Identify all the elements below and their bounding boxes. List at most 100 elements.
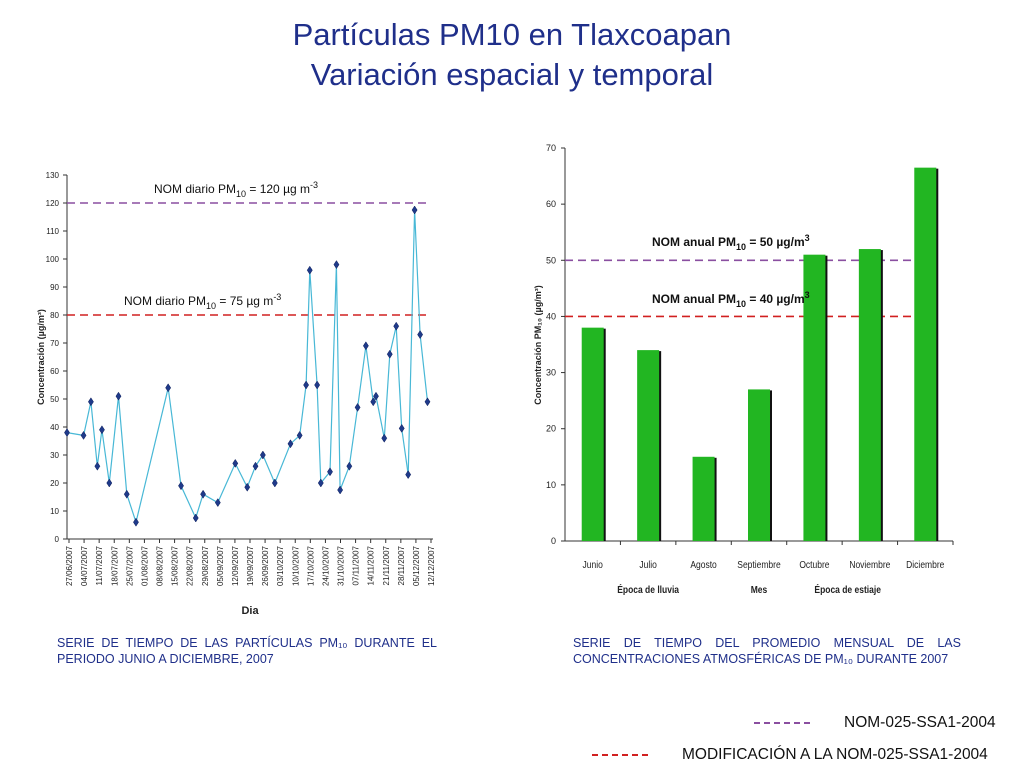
line-chart-y-tick-label: 40 — [50, 423, 59, 432]
daily-data-point — [317, 478, 324, 488]
line-chart-y-tick-label: 20 — [50, 479, 59, 488]
bar-chart-category-label: Julio — [639, 559, 656, 570]
daily-data-point — [333, 260, 340, 270]
bar-chart-y-tick-label: 70 — [546, 143, 556, 153]
bar-chart-group-label: Mes — [751, 584, 768, 595]
line-chart-x-tick-label: 14/11/2007 — [367, 545, 376, 585]
line-chart-y-tick-label: 70 — [50, 339, 59, 348]
bar-chart-y-tick-label: 30 — [546, 368, 556, 378]
daily-data-point — [424, 397, 431, 407]
bar-chart-category-label: Diciembre — [906, 559, 944, 570]
line-chart-x-tick-label: 07/11/2007 — [352, 545, 361, 585]
line-chart-x-tick-label: 10/10/2007 — [291, 545, 300, 586]
bar-chart-caption: SERIE DE TIEMPO DEL PROMEDIO MENSUAL DE … — [573, 636, 961, 666]
nom-75-label: NOM diario PM10 = 75 µg m-3 — [124, 292, 281, 311]
daily-data-point — [287, 439, 294, 449]
bar-chart-y-tick-label: 10 — [546, 480, 556, 490]
daily-data-point — [373, 391, 379, 401]
line-chart-x-tick-label: 24/10/2007 — [321, 545, 330, 586]
daily-data-point — [346, 461, 353, 471]
legend-item-nom: NOM-025-SSA1-2004 — [754, 712, 996, 734]
daily-data-point — [393, 321, 400, 331]
bar-chart-y-tick-label: 20 — [546, 424, 556, 434]
daily-data-point — [88, 397, 94, 407]
line-chart-x-axis-label: Dia — [241, 605, 259, 617]
bar-diciembre — [914, 167, 937, 541]
bar-agosto — [692, 456, 715, 541]
line-chart-y-tick-label: 0 — [55, 535, 60, 544]
legend-purple-dash — [754, 722, 810, 724]
line-chart-x-tick-label: 12/12/2007 — [427, 545, 436, 586]
line-chart-y-tick-label: 90 — [50, 283, 59, 292]
daily-data-point — [411, 205, 418, 215]
daily-data-point — [123, 489, 130, 499]
daily-data-point — [178, 481, 184, 491]
daily-data-point — [133, 517, 139, 527]
page-title-line-1: Partículas PM10 en Tlaxcoapan — [292, 17, 732, 52]
bar-chart-y-tick-label: 60 — [546, 199, 556, 209]
line-chart-y-tick-label: 100 — [46, 255, 60, 264]
line-chart-x-tick-label: 29/08/2007 — [201, 545, 210, 586]
line-chart-x-tick-label: 21/11/2007 — [382, 545, 391, 585]
daily-data-point — [381, 433, 388, 443]
line-chart-y-axis-label: Concentración (µg/m³) — [36, 309, 46, 405]
daily-data-point — [259, 450, 266, 460]
bar-chart-y-axis-label: Concentración PM₁₀ (µg/m³) — [533, 285, 543, 404]
daily-data-point — [80, 430, 87, 440]
legend-item-modificacion: MODIFICACIÓN A LA NOM-025-SSA1-2004 — [592, 744, 988, 766]
bar-junio — [581, 327, 604, 541]
daily-data-point — [327, 467, 333, 477]
bar-chart-y-tick-label: 50 — [546, 255, 556, 265]
line-chart-x-tick-label: 28/11/2007 — [397, 545, 406, 585]
line-chart-y-tick-label: 30 — [50, 451, 59, 460]
page-title-line-2: Variación espacial y temporal — [310, 57, 714, 92]
daily-data-point — [337, 485, 344, 495]
daily-data-point — [252, 461, 259, 471]
line-chart-caption: SERIE DE TIEMPO DE LAS PARTÍCULAS PM₁₀ D… — [57, 636, 437, 666]
line-chart-y-tick-label: 110 — [46, 227, 59, 236]
daily-data-point — [314, 380, 321, 390]
line-chart-x-tick-label: 04/07/2007 — [80, 545, 89, 586]
daily-data-point — [214, 498, 221, 508]
line-chart-x-tick-label: 31/10/2007 — [337, 545, 346, 586]
bar-chart-category-label: Agosto — [690, 559, 716, 570]
line-chart-y-tick-label: 80 — [50, 311, 59, 320]
line-chart-x-tick-label: 05/09/2007 — [216, 545, 225, 586]
bar-chart-category-label: Noviembre — [849, 559, 890, 570]
legend-label-nom: NOM-025-SSA1-2004 — [844, 714, 996, 731]
bar-septiembre — [748, 389, 770, 541]
line-chart-x-tick-label: 19/09/2007 — [246, 545, 255, 586]
daily-data-point — [306, 265, 313, 275]
daily-data-point — [99, 425, 105, 435]
line-chart-x-tick-label: 08/08/2007 — [156, 545, 165, 586]
line-chart-x-tick-label: 18/07/2007 — [110, 545, 119, 586]
nom-anual-50-label: NOM anual PM10 = 50 µg/m3 — [652, 233, 810, 252]
line-chart-x-tick-label: 03/10/2007 — [276, 545, 285, 586]
daily-data-point — [200, 489, 206, 499]
daily-data-point — [64, 428, 70, 438]
nom-120-label: NOM diario PM10 = 120 µg m-3 — [154, 180, 318, 199]
daily-data-point — [354, 402, 361, 412]
daily-data-point — [362, 341, 369, 351]
bar-chart-category-label: Octubre — [799, 559, 829, 570]
line-chart-x-tick-label: 27/06/2007 — [65, 545, 74, 586]
daily-data-point — [303, 380, 309, 390]
daily-data-point — [192, 513, 199, 523]
daily-data-point — [405, 470, 412, 480]
daily-data-point — [296, 430, 303, 440]
line-chart-x-tick-label: 17/10/2007 — [306, 545, 315, 586]
legend-red-dash — [592, 754, 648, 756]
daily-data-point — [386, 349, 393, 359]
line-chart-y-tick-label: 10 — [50, 507, 59, 516]
bar-julio — [637, 350, 660, 541]
bar-chart-category-label: Junio — [583, 559, 603, 570]
line-chart-x-tick-label: 25/07/2007 — [125, 545, 134, 586]
line-chart-y-tick-label: 130 — [46, 171, 60, 180]
daily-data-point — [94, 461, 101, 471]
bar-chart-y-tick-label: 40 — [546, 311, 556, 321]
line-chart-x-tick-label: 12/09/2007 — [231, 545, 240, 586]
bar-chart-group-label: Época de lluvia — [617, 584, 680, 595]
line-chart-y-tick-label: 60 — [50, 367, 59, 376]
bar-noviembre — [858, 249, 881, 542]
